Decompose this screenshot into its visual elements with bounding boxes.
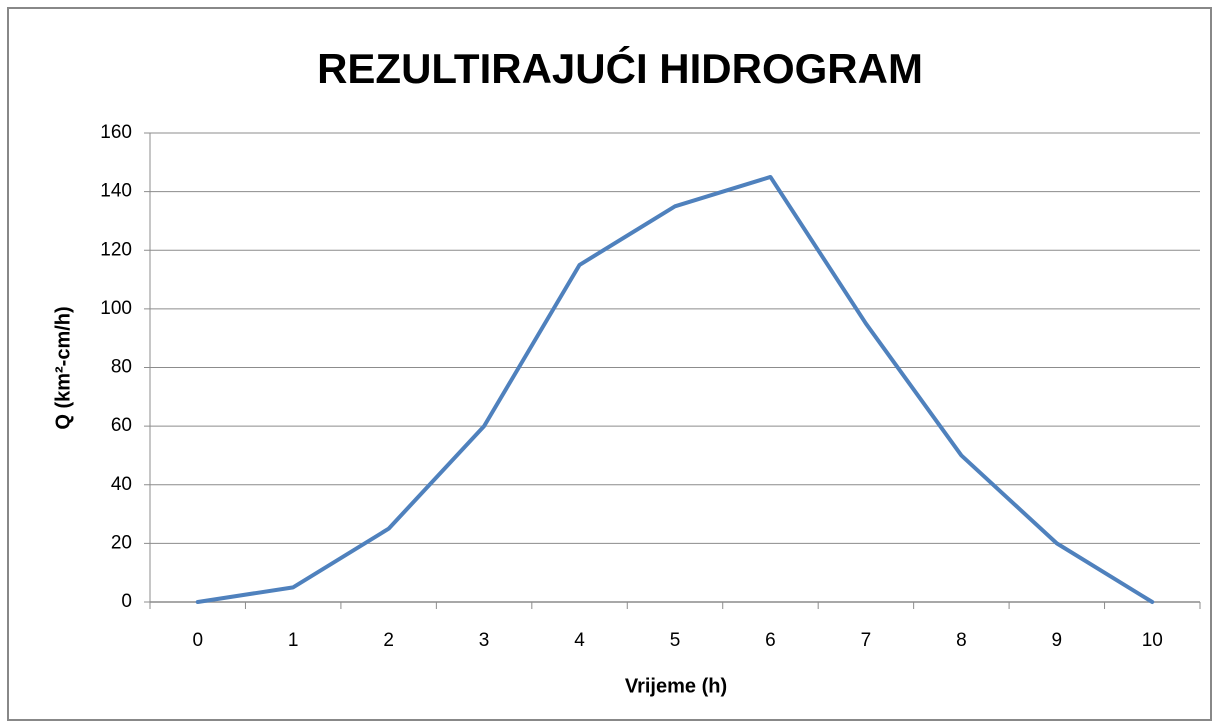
y-tick-label: 120 (100, 239, 132, 260)
y-tick-label: 0 (121, 591, 132, 612)
x-tick-label: 1 (288, 630, 299, 651)
x-tick-label: 7 (861, 630, 872, 651)
x-tick-label: 4 (574, 630, 585, 651)
x-axis-label: Vrijeme (h) (625, 675, 727, 697)
x-tick-label: 9 (1052, 630, 1063, 651)
y-tick-label: 80 (111, 357, 132, 378)
x-tick-label: 3 (479, 630, 490, 651)
y-tick-label: 60 (111, 415, 132, 436)
x-tick-label: 2 (383, 630, 394, 651)
y-tick-label: 160 (100, 122, 132, 143)
x-tick-label: 0 (192, 630, 203, 651)
x-tick-label: 5 (670, 630, 681, 651)
x-tick-label: 8 (956, 630, 967, 651)
chart-title: REZULTIRAJUĆI HIDROGRAM (317, 44, 923, 92)
y-axis-label: Q (km²-cm/h) (52, 306, 74, 429)
y-tick-label: 20 (111, 532, 132, 553)
x-tick-label: 10 (1142, 630, 1163, 651)
y-tick-label: 140 (100, 181, 132, 202)
chart-frame (7, 7, 1212, 721)
y-tick-label: 100 (100, 298, 132, 319)
data-line (195, 174, 1155, 604)
y-tick-label: 40 (111, 474, 132, 495)
x-tick-label: 6 (765, 630, 776, 651)
